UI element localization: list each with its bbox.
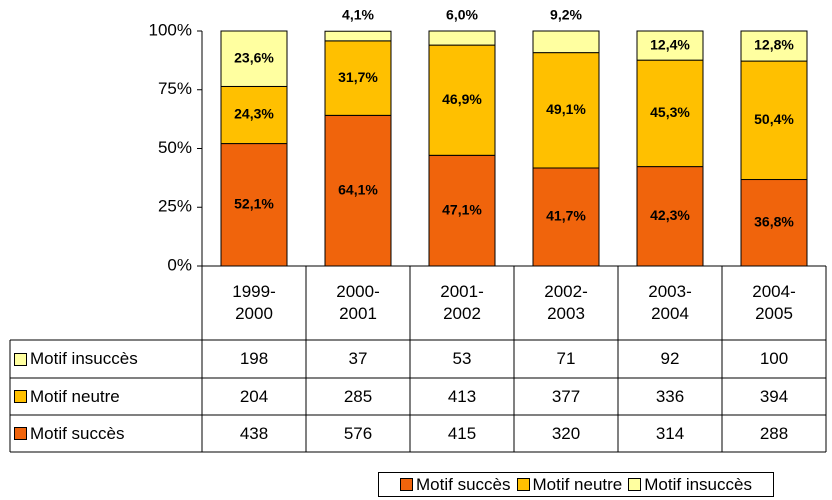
data-label: 42,3% [650,207,690,223]
bar-segment [636,166,704,267]
data-label: 12,4% [650,36,690,52]
table-cell: 314 [655,423,685,443]
legend-swatch [14,390,27,403]
data-label: 24,3% [234,106,274,122]
legend-item: Motif insuccès [628,475,752,495]
bar-segment [220,30,288,87]
legend-swatch [14,352,27,366]
data-label: 49,1% [546,101,586,117]
data-label: 23,6% [234,49,274,65]
x-tick-label: 2003- 2004 [648,282,692,323]
table-cell: 92 [660,349,680,368]
legend-swatch [628,478,642,491]
data-label: 4,1% [342,7,374,23]
table-cell: 413 [447,386,477,406]
y-tick-label: 0% [167,255,192,274]
table-cell: 415 [447,423,477,443]
legend-label: Motif succès [416,474,511,494]
x-tick-label: 2001- 2002 [440,282,484,323]
y-tick-label: 25% [158,197,192,216]
table-cell: 71 [556,349,576,368]
legend-label: Motif insuccès [644,474,752,494]
legend-label: Motif neutre [532,474,623,494]
table-cell: 576 [343,423,373,443]
legend-item: Motif neutre [516,474,623,495]
bar-segment [324,40,392,116]
bar-segment [428,30,496,46]
bar-segment [428,154,496,267]
table-cell: 37 [348,349,368,368]
data-label: 31,7% [338,69,378,85]
table-cell: 438 [239,423,269,443]
data-label: 45,3% [650,104,690,120]
bar-segment [532,52,600,169]
legend-item: Motif succès [400,474,511,495]
x-tick-label: 2004- 2005 [752,282,796,323]
row-label: Motif succès [30,423,125,443]
legend-swatch [516,478,530,491]
y-tick-label: 50% [158,138,192,157]
bar-segment [324,30,392,42]
table-cell: 288 [759,423,789,443]
row-label: Motif insuccès [30,349,138,368]
row-label: Motif neutre [30,386,120,406]
data-label: 41,7% [546,208,586,224]
data-label: 64,1% [338,181,378,197]
bar-segment [740,30,808,62]
bar-segment [532,30,600,54]
data-label: 50,4% [754,111,794,127]
bar-segment [636,30,704,61]
legend: Motif succès Motif neutre Motif insuccès [378,472,774,497]
data-label: 6,0% [446,7,478,23]
bar-segment [220,85,288,145]
bar-segment [636,59,704,168]
table-row-header: Motif succès [10,415,202,452]
table-cell: 100 [759,349,789,368]
data-label: 9,2% [550,7,582,23]
legend-swatch [400,478,414,491]
y-tick-label: 75% [158,79,192,98]
table-cell: 198 [239,349,269,368]
table-row-header: Motif insuccès [10,340,202,378]
data-label: 47,1% [442,201,482,217]
data-label: 52,1% [234,195,274,211]
bar-segment [220,143,288,267]
x-tick-label: 2002- 2003 [544,282,588,323]
y-tick-label: 100% [149,20,192,39]
legend-swatch [14,427,27,440]
table-cell: 336 [655,386,685,406]
bar-segment [740,60,808,181]
table-cell: 320 [551,423,581,443]
data-label: 36,8% [754,213,794,229]
table-cell: 285 [343,386,373,406]
table-row-header: Motif neutre [10,378,202,415]
table-cell: 204 [239,386,269,406]
table-cell: 53 [452,349,472,368]
data-label: 46,9% [442,91,482,107]
bar-segment [428,44,496,156]
x-tick-label: 2000- 2001 [336,282,380,323]
table-cell: 394 [759,386,789,406]
data-label: 12,8% [754,37,794,53]
table-cell: 377 [551,386,581,406]
x-tick-label: 1999- 2000 [232,282,276,323]
